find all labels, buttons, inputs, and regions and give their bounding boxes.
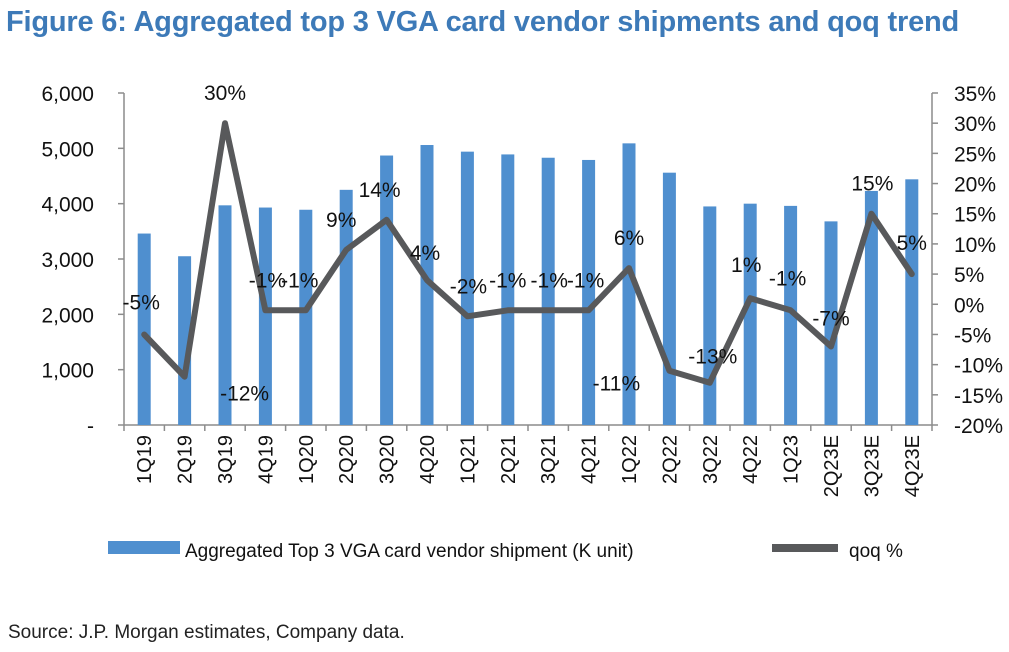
left-axis-tick-label: 6,000 [41,83,94,106]
bar [178,256,192,425]
right-axis-tick-label: 0% [954,294,984,317]
legend-bar-swatch [108,541,180,554]
bar [784,205,798,425]
qoq-data-label: 1% [731,254,761,277]
legend-bar-label: Aggregated Top 3 VGA card vendor shipmen… [185,541,634,562]
axes: - 1,000 2,000 3,000 4,000 5,000 6,000 -20% -15% -… [41,83,1003,497]
left-axis-tick-label: - [87,415,94,438]
figure-title: Figure 6: Aggregated top 3 VGA card vend… [6,6,960,38]
x-axis-tick-label: 3Q21 [538,435,560,484]
x-axis-tick-label: 1Q20 [296,435,318,484]
x-axis-tick-label: 1Q22 [619,435,641,484]
left-axis-tick-label: 2,000 [41,304,94,327]
qoq-data-label: -1% [281,269,318,292]
qoq-data-label: 30% [204,82,246,105]
left-axis-tick-label: 3,000 [41,249,94,272]
right-axis-tick-label: 35% [954,83,996,106]
bar [218,205,232,425]
bar [137,233,151,425]
x-axis-tick-label: 3Q23E [861,435,883,497]
right-axis-tick-label: 25% [954,143,996,166]
qoq-data-label: -1% [769,267,806,290]
bar [905,179,919,425]
qoq-data-label: -7% [812,308,849,331]
bar [864,190,878,425]
right-axis-tick-label: 30% [954,113,996,136]
x-axis-tick-label: 2Q21 [498,435,520,484]
bar [824,221,838,425]
x-axis-tick-label: 3Q20 [377,435,399,484]
bar [258,207,272,425]
x-axis-tick-label: 4Q20 [417,435,439,484]
bar [622,143,636,425]
chart-legend: Aggregated Top 3 VGA card vendor shipmen… [108,541,903,562]
bar [541,157,555,426]
qoq-data-label: -1% [567,269,604,292]
x-axis-tick-label: 2Q23E [821,435,843,497]
bar [662,172,676,425]
qoq-data-label: 4% [410,242,440,265]
right-axis-tick-label: -5% [954,324,991,347]
qoq-data-labels: -5%-12%30%-1%-1%9%14%4%-2% -1% -1% -1%6%-11… [123,82,927,406]
right-axis-tick-label: 10% [954,234,996,257]
bar [299,209,313,425]
qoq-line [141,120,915,386]
qoq-data-label: -11% [593,373,640,396]
combo-chart: - 1,000 2,000 3,000 4,000 5,000 6,000 -20% -15% -… [41,82,1003,562]
qoq-data-label: -1% [249,269,286,292]
x-axis-tick-label: 1Q21 [457,435,479,484]
qoq-line-series [141,120,915,386]
bar [703,206,717,425]
qoq-data-label: -2% [450,275,487,298]
x-axis-tick-label: 4Q19 [255,435,277,484]
x-axis-tick-label: 1Q19 [134,435,156,484]
right-axis-tick-label: 20% [954,174,996,197]
left-axis-tick-label: 4,000 [41,194,94,217]
right-axis-tick-label: -15% [954,385,1003,408]
qoq-data-label: -1% [489,269,526,292]
qoq-data-label: -13% [688,346,737,369]
right-axis-tick-label: 5% [954,264,984,287]
x-axis-tick-label: 2Q19 [175,435,197,484]
source-note: Source: J.P. Morgan estimates, Company d… [8,622,405,643]
x-axis-tick-label: 3Q19 [215,435,237,484]
x-axis-tick-label: 3Q22 [700,435,722,484]
qoq-data-label: 6% [614,227,644,250]
bar [460,151,474,426]
qoq-data-label: 9% [326,209,356,232]
right-axis-tick-label: -10% [954,355,1003,378]
bar [420,145,434,425]
x-axis-tick-label: 4Q22 [740,435,762,484]
qoq-data-label: -12% [220,383,269,406]
x-axis-tick-label: 1Q23 [781,435,803,484]
x-axis-tick-label: 2Q20 [336,435,358,484]
bar [582,159,596,425]
left-axis-tick-label: 5,000 [41,138,94,161]
qoq-data-label: 14% [359,179,401,202]
qoq-data-label: 15% [851,173,893,196]
x-axis-tick-label: 2Q22 [659,435,681,484]
qoq-data-label: 5% [897,232,927,255]
right-axis-tick-label: 15% [954,204,996,227]
qoq-data-label: -1% [531,269,568,292]
right-axis-tick-label: -20% [954,415,1003,438]
x-axis-tick-label: 4Q23E [902,435,924,497]
left-axis-tick-label: 1,000 [41,360,94,383]
qoq-data-label: -5% [123,291,160,314]
bar [501,154,515,426]
legend-line-label: qoq % [849,541,903,562]
bar [743,203,757,425]
x-axis-tick-label: 4Q21 [579,435,601,484]
